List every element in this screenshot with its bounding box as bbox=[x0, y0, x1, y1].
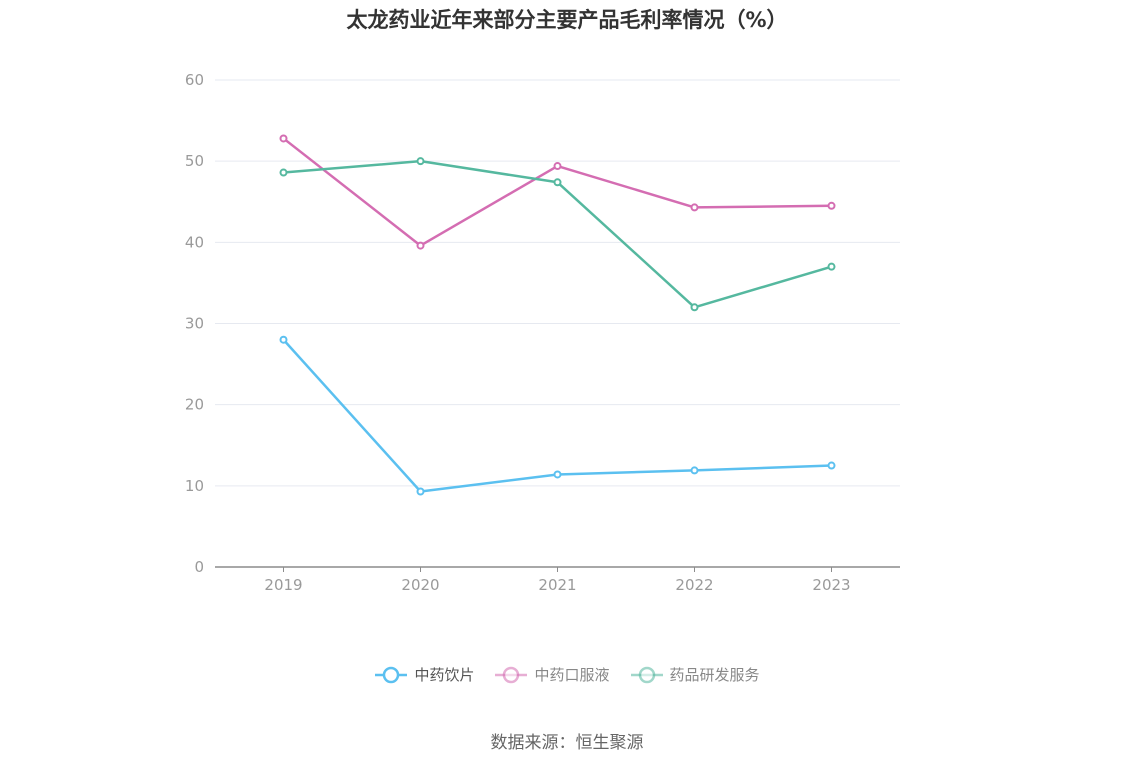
data-point[interactable] bbox=[416, 157, 425, 166]
data-point[interactable] bbox=[553, 470, 562, 479]
source-note: 数据来源：恒生聚源 bbox=[490, 733, 644, 753]
data-point[interactable] bbox=[827, 461, 836, 470]
legend: 中药饮片 中药口服液 药品研发服务 bbox=[0, 664, 1134, 685]
data-point[interactable] bbox=[416, 487, 425, 496]
data-point[interactable] bbox=[827, 262, 836, 271]
y-tick-label: 40 bbox=[185, 233, 204, 251]
legend-item[interactable]: 中药口服液 bbox=[494, 664, 610, 685]
y-tick-label: 30 bbox=[185, 315, 204, 333]
y-tick-label: 10 bbox=[185, 477, 204, 495]
x-tick-label: 2020 bbox=[401, 576, 439, 594]
legend-item[interactable]: 药品研发服务 bbox=[630, 664, 760, 685]
data-point[interactable] bbox=[690, 203, 699, 212]
x-tick-label: 2021 bbox=[538, 576, 576, 594]
data-point[interactable] bbox=[827, 201, 836, 210]
legend-swatch-icon bbox=[495, 666, 528, 683]
data-point[interactable] bbox=[279, 335, 288, 344]
data-point[interactable] bbox=[553, 162, 562, 171]
legend-label: 药品研发服务 bbox=[669, 666, 760, 684]
legend-swatch-icon bbox=[375, 666, 408, 683]
y-tick-label: 0 bbox=[194, 558, 204, 576]
series-line-0 bbox=[282, 338, 832, 493]
legend-label: 中药饮片 bbox=[414, 666, 475, 684]
grid-lines bbox=[215, 79, 900, 487]
y-axis-ticks: 0 10 20 30 40 50 60 bbox=[185, 71, 204, 576]
legend-swatch-icon bbox=[630, 666, 663, 683]
data-point[interactable] bbox=[279, 134, 288, 143]
y-tick-label: 60 bbox=[185, 71, 204, 89]
x-tick-label: 2023 bbox=[812, 576, 850, 594]
legend-label: 中药口服液 bbox=[534, 666, 610, 684]
x-axis: 2019 2020 2021 2022 2023 bbox=[215, 566, 900, 594]
series-lines bbox=[279, 134, 836, 496]
series-line-1 bbox=[282, 137, 832, 247]
y-tick-label: 50 bbox=[185, 152, 204, 170]
data-point[interactable] bbox=[553, 178, 562, 187]
legend-item[interactable]: 中药饮片 bbox=[374, 664, 474, 685]
y-tick-label: 20 bbox=[185, 396, 204, 414]
x-tick-label: 2022 bbox=[675, 576, 713, 594]
chart-title: 太龙药业近年来部分主要产品毛利率情况（%） bbox=[346, 8, 788, 32]
x-tick-label: 2019 bbox=[264, 576, 302, 594]
data-point[interactable] bbox=[690, 303, 699, 312]
data-point[interactable] bbox=[279, 168, 288, 177]
data-point[interactable] bbox=[690, 466, 699, 475]
line-chart: 0 10 20 30 40 50 60 2019 2020 2021 2022 2023 bbox=[185, 71, 900, 594]
data-point[interactable] bbox=[416, 241, 425, 250]
